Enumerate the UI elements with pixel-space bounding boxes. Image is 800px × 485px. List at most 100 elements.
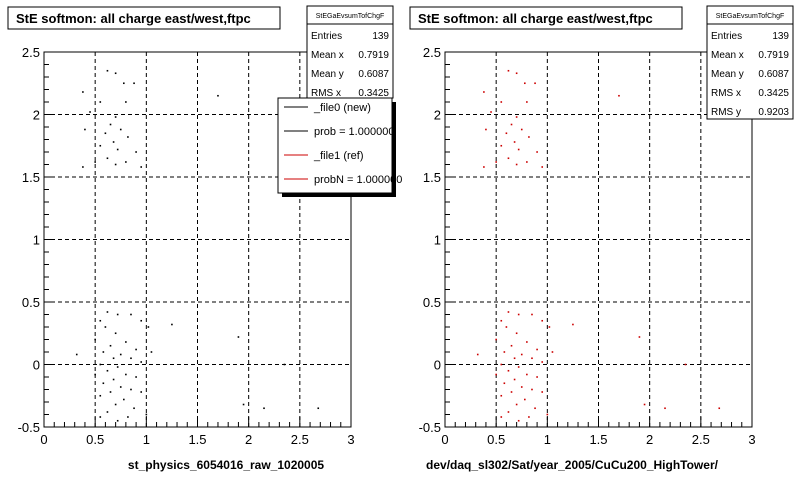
data-point bbox=[524, 398, 526, 401]
x-tick-label: 0 bbox=[441, 432, 448, 447]
data-point bbox=[114, 116, 117, 118]
title-box bbox=[409, 6, 683, 30]
data-point bbox=[517, 366, 520, 368]
data-point bbox=[541, 361, 544, 363]
data-point bbox=[237, 336, 240, 338]
data-point bbox=[643, 403, 646, 406]
data-point bbox=[510, 344, 513, 347]
data-point bbox=[75, 353, 78, 356]
data-point bbox=[718, 407, 721, 410]
data-point bbox=[116, 148, 119, 151]
data-point bbox=[638, 336, 641, 338]
data-point bbox=[515, 163, 518, 166]
data-point bbox=[526, 341, 528, 343]
y-tick-label: 2.5 bbox=[423, 45, 441, 60]
y-tick-label: -0.5 bbox=[18, 420, 40, 435]
stats-box bbox=[706, 5, 794, 120]
data-point bbox=[116, 313, 119, 316]
data-point bbox=[106, 369, 109, 372]
stats-value: 0.3425 bbox=[358, 88, 389, 99]
data-point bbox=[546, 413, 549, 416]
data-point bbox=[500, 416, 503, 418]
data-point bbox=[513, 141, 516, 143]
data-point bbox=[102, 382, 105, 385]
data-point bbox=[109, 123, 112, 126]
data-point bbox=[242, 403, 245, 406]
data-point bbox=[485, 128, 487, 131]
data-point bbox=[94, 373, 96, 376]
x-tick-label: 0 bbox=[40, 432, 47, 447]
data-point bbox=[140, 361, 143, 363]
data-point bbox=[548, 326, 551, 328]
stats-label: Mean y bbox=[311, 69, 344, 80]
data-point bbox=[99, 416, 102, 418]
stats-value: 0.9203 bbox=[758, 107, 789, 118]
stats-label: RMS x bbox=[311, 88, 341, 99]
stats-name: StEGaEvsumTofChgF bbox=[716, 13, 784, 20]
x-tick-label: 2 bbox=[646, 432, 653, 447]
data-point bbox=[495, 338, 497, 341]
data-point bbox=[483, 166, 485, 168]
data-point bbox=[283, 363, 286, 366]
x-tick-label: 3 bbox=[347, 432, 354, 447]
data-point bbox=[534, 82, 536, 85]
data-point bbox=[618, 94, 620, 97]
x-tick-label: 1 bbox=[143, 432, 150, 447]
data-point bbox=[500, 363, 503, 366]
stats-value: 0.6087 bbox=[758, 69, 789, 80]
data-point bbox=[123, 398, 125, 401]
data-point bbox=[125, 161, 127, 163]
data-point bbox=[526, 161, 528, 163]
data-point bbox=[150, 351, 153, 353]
data-point bbox=[135, 151, 137, 153]
data-point bbox=[534, 407, 536, 410]
data-point bbox=[515, 72, 518, 75]
data-point bbox=[114, 72, 117, 75]
y-tick-label: 1.5 bbox=[423, 170, 441, 185]
legend-label: probN = 1.000000 bbox=[314, 174, 402, 186]
data-point bbox=[112, 357, 115, 360]
data-point bbox=[515, 332, 518, 335]
data-point bbox=[483, 91, 485, 93]
legend-box bbox=[277, 97, 393, 194]
data-point bbox=[94, 161, 96, 163]
y-tick-label: 0.5 bbox=[22, 295, 40, 310]
data-point bbox=[127, 136, 129, 138]
data-point bbox=[133, 407, 135, 410]
data-point bbox=[140, 391, 143, 393]
data-point bbox=[135, 376, 137, 378]
chart-title: StE softmon: all charge east/west,ftpc bbox=[16, 11, 251, 26]
data-point bbox=[531, 388, 533, 391]
stats-value: 139 bbox=[372, 31, 389, 42]
scatter-points bbox=[75, 69, 320, 422]
data-point bbox=[317, 407, 320, 410]
data-point bbox=[140, 319, 143, 322]
y-tick-label: 2 bbox=[33, 108, 40, 123]
legend-label: prob = 1.000000 bbox=[314, 126, 394, 138]
data-point bbox=[510, 391, 513, 393]
data-point bbox=[123, 82, 125, 85]
data-point bbox=[99, 394, 102, 397]
stats-label: Entries bbox=[711, 31, 742, 42]
data-point bbox=[99, 319, 102, 322]
stats-value: 139 bbox=[772, 31, 789, 42]
data-point bbox=[517, 419, 520, 422]
y-tick-label: 0 bbox=[434, 358, 441, 373]
data-point bbox=[541, 319, 544, 322]
data-point bbox=[109, 344, 112, 347]
data-point bbox=[82, 166, 84, 168]
data-point bbox=[99, 101, 102, 103]
data-point bbox=[135, 348, 137, 351]
data-point bbox=[125, 101, 127, 103]
stats-label: RMS y bbox=[711, 107, 741, 118]
data-point bbox=[536, 348, 538, 351]
data-point bbox=[104, 132, 107, 135]
y-tick-label: 2.5 bbox=[22, 45, 40, 60]
y-tick-label: 1 bbox=[434, 233, 441, 248]
data-point bbox=[125, 373, 127, 376]
y-tick-label: 0.5 bbox=[423, 295, 441, 310]
data-point bbox=[526, 373, 528, 376]
data-point bbox=[507, 69, 510, 72]
